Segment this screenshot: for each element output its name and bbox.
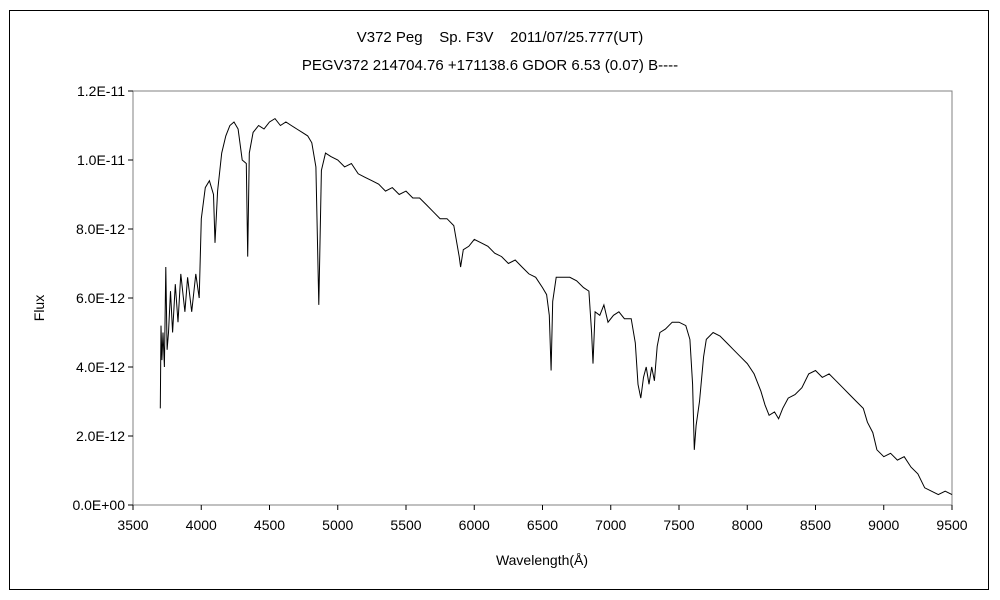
y-axis: 0.0E+00 2.0E-12 4.0E-12 6.0E-12 8.0E-12 1.0E-… (72, 83, 133, 513)
y-tick-label: 0.0E+00 (72, 497, 125, 513)
chart-subtitle: PEGV372 214704.76 +171138.6 GDOR 6.53 (0… (302, 57, 678, 74)
y-tick-label: 2.0E-12 (76, 428, 125, 444)
x-tick-label: 4000 (186, 517, 217, 533)
plot-area (132, 90, 953, 506)
x-tick-label: 9000 (868, 517, 899, 533)
x-tick-label: 8500 (800, 517, 831, 533)
x-tick-label: 6000 (459, 517, 490, 533)
y-tick-label: 1.2E-11 (77, 83, 125, 99)
x-tick-label: 5500 (390, 517, 421, 533)
x-tick-label: 4500 (254, 517, 285, 533)
x-axis-label: Wavelength(Å) (496, 552, 588, 568)
x-tick-label: 3500 (117, 517, 148, 533)
y-tick-label: 6.0E-12 (76, 290, 125, 306)
chart-title: V372 Peg Sp. F3V 2011/07/25.777(UT) (357, 29, 644, 46)
series-line-flux (159, 117, 953, 496)
x-tick-label: 7000 (595, 517, 626, 533)
y-axis-label: Flux (31, 295, 47, 321)
x-tick-label: 9500 (936, 517, 967, 533)
x-tick-label: 5000 (322, 517, 353, 533)
x-tick-label: 7500 (663, 517, 694, 533)
chart-frame (9, 10, 989, 590)
y-tick-label: 4.0E-12 (76, 359, 125, 375)
x-tick-label: 8000 (732, 517, 763, 533)
x-axis: 3500 4000 4500 5000 5500 6000 6500 7000 7500 8000… (117, 505, 968, 533)
y-tick-label: 1.0E-11 (77, 152, 125, 168)
y-tick-label: 8.0E-12 (76, 221, 125, 237)
x-tick-label: 6500 (527, 517, 558, 533)
